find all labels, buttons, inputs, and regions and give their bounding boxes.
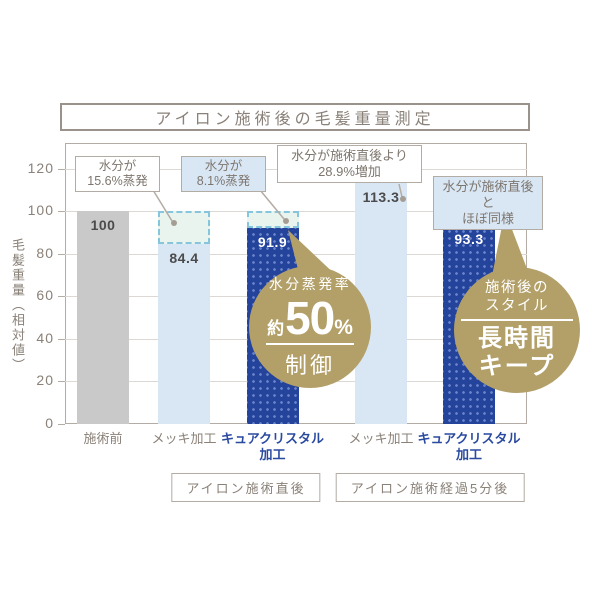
badge-percent-sign: % bbox=[334, 316, 353, 339]
callout-line: 水分が施術直後より bbox=[291, 148, 408, 163]
y-tick-mark bbox=[58, 381, 65, 383]
bar-value-label: 100 bbox=[90, 217, 116, 234]
badge-top-text: 水分蒸発率 bbox=[268, 276, 352, 292]
bar-2 bbox=[158, 244, 210, 424]
callout-line: 15.6%蒸発 bbox=[87, 174, 148, 188]
badge-bottom-text: 長時間 キープ bbox=[478, 325, 556, 381]
bar-1 bbox=[77, 211, 129, 424]
chart-title-box: アイロン施術後の毛髪重量測定 bbox=[60, 103, 530, 131]
badge-percent-value: 50 bbox=[285, 292, 335, 344]
x-category-line: メッキ加工 bbox=[151, 431, 217, 446]
bar-value-label: 84.4 bbox=[169, 250, 199, 267]
badge-evaporation-control: 水分蒸発率 約 50 % 制御 bbox=[249, 266, 371, 388]
callout-line: ほぼ同様 bbox=[461, 211, 514, 226]
y-tick-label: 100 bbox=[27, 202, 54, 219]
badge-top-text: 施術後の スタイル bbox=[485, 279, 549, 315]
y-tick-label: 80 bbox=[36, 244, 54, 261]
badge-approx: 約 bbox=[267, 319, 285, 338]
group-label-immediately-after: アイロン施術直後 bbox=[171, 473, 321, 502]
badge-top-line2: スタイル bbox=[485, 298, 549, 314]
bar-value-label: 93.3 bbox=[454, 231, 484, 248]
callout-evaporation-8-1: 水分が 8.1%蒸発 bbox=[181, 156, 266, 192]
y-tick-label: 0 bbox=[45, 415, 54, 431]
callout-evaporation-15-6: 水分が 15.6%蒸発 bbox=[75, 156, 160, 192]
x-category-label: キュアクリスタル 加工 bbox=[218, 431, 328, 463]
evaporated-region bbox=[246, 211, 299, 229]
callout-line: 水分が施術直後と bbox=[442, 179, 534, 210]
x-category-label: メッキ加工 bbox=[326, 431, 436, 447]
badge-long-keep: 施術後の スタイル 長時間 キープ bbox=[454, 267, 580, 393]
x-category-label: メッキ加工 bbox=[129, 431, 239, 447]
callout-increase-28-9: 水分が施術直後より 28.9%増加 bbox=[277, 145, 422, 183]
badge-bottom-line2: キープ bbox=[478, 353, 556, 380]
group-label-5min-after: アイロン施術経過5分後 bbox=[335, 473, 525, 502]
x-category-line: 加工 bbox=[455, 447, 482, 462]
bar-value-label: 113.3 bbox=[362, 188, 400, 205]
badge-divider bbox=[461, 319, 573, 321]
callout-line: 水分が bbox=[204, 159, 243, 173]
bar-value-label: 91.9 bbox=[257, 234, 288, 251]
callout-line: 8.1%蒸発 bbox=[196, 174, 251, 188]
badge-divider bbox=[266, 343, 354, 345]
y-tick-label: 60 bbox=[36, 287, 54, 304]
x-category-label: キュアクリスタル 加工 bbox=[414, 431, 524, 463]
badge-top-line1: 施術後の bbox=[485, 280, 549, 296]
y-tick-label: 40 bbox=[36, 329, 54, 346]
x-category-line: メッキ加工 bbox=[348, 431, 414, 446]
badge-bottom-line1: 長時間 bbox=[478, 325, 556, 352]
x-category-line: 施術前 bbox=[83, 431, 123, 446]
chart-title: アイロン施術後の毛髪重量測定 bbox=[155, 111, 435, 128]
y-tick-mark bbox=[58, 338, 65, 340]
y-tick-mark bbox=[58, 253, 65, 255]
y-tick-mark bbox=[58, 424, 65, 425]
y-tick-label: 120 bbox=[27, 159, 54, 176]
y-tick-mark bbox=[58, 296, 65, 298]
callout-line: 水分が bbox=[98, 159, 137, 173]
badge-bottom-text: 制御 bbox=[284, 353, 335, 378]
x-category-label: 施術前 bbox=[48, 431, 158, 447]
y-tick-label: 20 bbox=[36, 372, 54, 389]
x-category-line: 加工 bbox=[259, 447, 286, 462]
badge-big-number: 約 50 % bbox=[267, 295, 353, 341]
y-axis-label: 毛髪重量（相対値） bbox=[10, 238, 25, 373]
evaporated-region bbox=[158, 211, 210, 245]
callout-same-as-after: 水分が施術直後と ほぼ同様 bbox=[433, 176, 543, 230]
callout-line: 28.9%増加 bbox=[318, 164, 381, 179]
y-tick-mark bbox=[58, 211, 65, 213]
y-tick-mark bbox=[58, 168, 65, 170]
x-category-line: キュアクリスタル bbox=[220, 431, 325, 446]
x-category-line: キュアクリスタル bbox=[417, 431, 521, 446]
